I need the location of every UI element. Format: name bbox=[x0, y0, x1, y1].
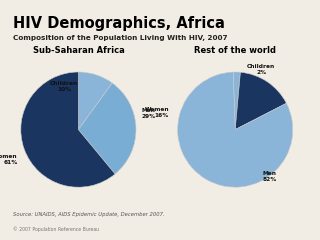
Wedge shape bbox=[21, 72, 115, 187]
Text: Women
61%: Women 61% bbox=[0, 154, 18, 165]
Title: Rest of the world: Rest of the world bbox=[194, 46, 276, 55]
Text: © 2007 Population Reference Bureau: © 2007 Population Reference Bureau bbox=[13, 227, 99, 232]
Text: Men
29%: Men 29% bbox=[142, 108, 156, 119]
Wedge shape bbox=[233, 72, 240, 130]
Text: Women
16%: Women 16% bbox=[144, 107, 169, 118]
Wedge shape bbox=[178, 72, 293, 187]
Wedge shape bbox=[78, 83, 136, 174]
Text: Composition of the Population Living With HIV, 2007: Composition of the Population Living Wit… bbox=[13, 35, 227, 41]
Text: Children
10%: Children 10% bbox=[50, 81, 78, 92]
Text: HIV Demographics, Africa: HIV Demographics, Africa bbox=[13, 16, 225, 30]
Wedge shape bbox=[78, 72, 112, 130]
Wedge shape bbox=[235, 72, 286, 130]
Text: Children
2%: Children 2% bbox=[247, 64, 275, 74]
Text: Source: UNAIDS, AIDS Epidemic Update, December 2007.: Source: UNAIDS, AIDS Epidemic Update, De… bbox=[13, 212, 164, 217]
Title: Sub-Saharan Africa: Sub-Saharan Africa bbox=[33, 46, 124, 55]
Text: Men
82%: Men 82% bbox=[263, 171, 277, 182]
